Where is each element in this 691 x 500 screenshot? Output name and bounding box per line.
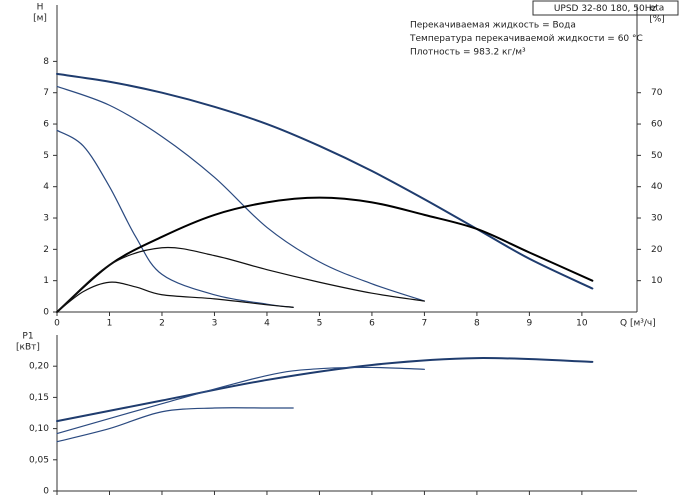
x-tick-label: 9 [527,319,533,329]
y-tick-label: 5 [43,151,49,161]
y2-tick-label: 70 [651,88,663,98]
y2-tick-label: 10 [651,276,663,286]
y2-axis-label: eta [650,4,665,14]
x-axis-label: Q [м³/ч] [620,319,656,329]
x-tick-label: 0 [54,319,60,329]
curve [56,357,594,423]
chart-title: UPSD 32-80 180, 50Hz [554,4,657,14]
annotation: Плотность = 983.2 кг/м³ [410,48,526,58]
x-tick-label: 4 [264,319,270,329]
curve [56,129,294,308]
y-tick-label: 6 [43,120,49,130]
y-tick-label: 0,05 [29,455,49,465]
y-tick-label: 4 [43,182,49,192]
y-tick-label: 7 [43,88,49,98]
y2-tick-label: 60 [651,120,663,130]
curve [56,72,594,290]
y-tick-label: 2 [43,245,49,255]
efficiency-curve [56,281,294,313]
y-axis-label: P1 [22,332,33,342]
curve [56,85,426,302]
annotation: Температура перекачиваемой жидкости = 60… [409,34,643,44]
curve [56,366,426,435]
y-axis-unit: [м] [33,14,47,24]
annotation: Перекачиваемая жидкость = Вода [410,21,576,31]
y-tick-label: 0,10 [29,424,49,434]
y-tick-label: 8 [43,57,49,67]
curve [56,407,294,443]
y2-tick-label: 40 [651,182,663,192]
y-axis-unit: [кВт] [16,343,40,353]
x-tick-label: 8 [474,319,480,329]
efficiency-curve [56,246,426,313]
y-tick-label: 0 [43,308,49,318]
y2-axis-unit: [%] [649,15,665,25]
y-tick-label: 0 [43,487,49,497]
y-tick-label: 0,15 [29,393,49,403]
y-tick-label: 1 [43,276,49,286]
y-tick-label: 3 [43,214,49,224]
x-tick-label: 1 [107,319,113,329]
y-tick-label: 0,20 [29,362,49,372]
efficiency-curve [56,196,594,313]
y2-tick-label: 20 [651,245,663,255]
y-axis-label: H [37,3,44,13]
title-box [532,0,679,16]
x-tick-label: 3 [212,319,218,329]
y2-tick-label: 50 [651,151,663,161]
x-tick-label: 7 [422,319,428,329]
x-tick-label: 10 [576,319,588,329]
y2-tick-label: 30 [651,214,663,224]
x-tick-label: 2 [159,319,165,329]
x-tick-label: 6 [369,319,375,329]
x-tick-label: 5 [317,319,323,329]
